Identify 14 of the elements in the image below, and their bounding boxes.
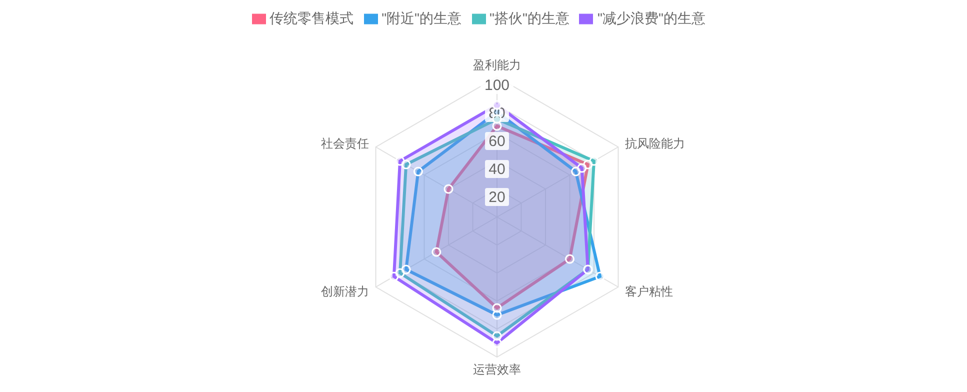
spoke-label: 抗风险能力 [625, 136, 686, 150]
spoke-label: 客户粘性 [625, 284, 674, 298]
legend-label: 传统零售模式 [270, 10, 354, 26]
spoke-label: 社会责任 [320, 136, 369, 150]
spoke-label: 运营效率 [473, 362, 521, 377]
spoke-label: 盈利能力 [473, 58, 521, 72]
y-tick-label: 40 [488, 161, 506, 178]
y-tick-label: 60 [488, 133, 506, 150]
legend-label: "减少浪费"的生意 [597, 10, 706, 26]
legend-label: "附近"的生意 [382, 10, 462, 26]
y-tick-label: 20 [488, 189, 506, 206]
y-tick-label: 100 [484, 77, 510, 94]
legend-label: "搭伙"的生意 [490, 10, 570, 26]
spoke-label: 创新潜力 [320, 284, 369, 298]
